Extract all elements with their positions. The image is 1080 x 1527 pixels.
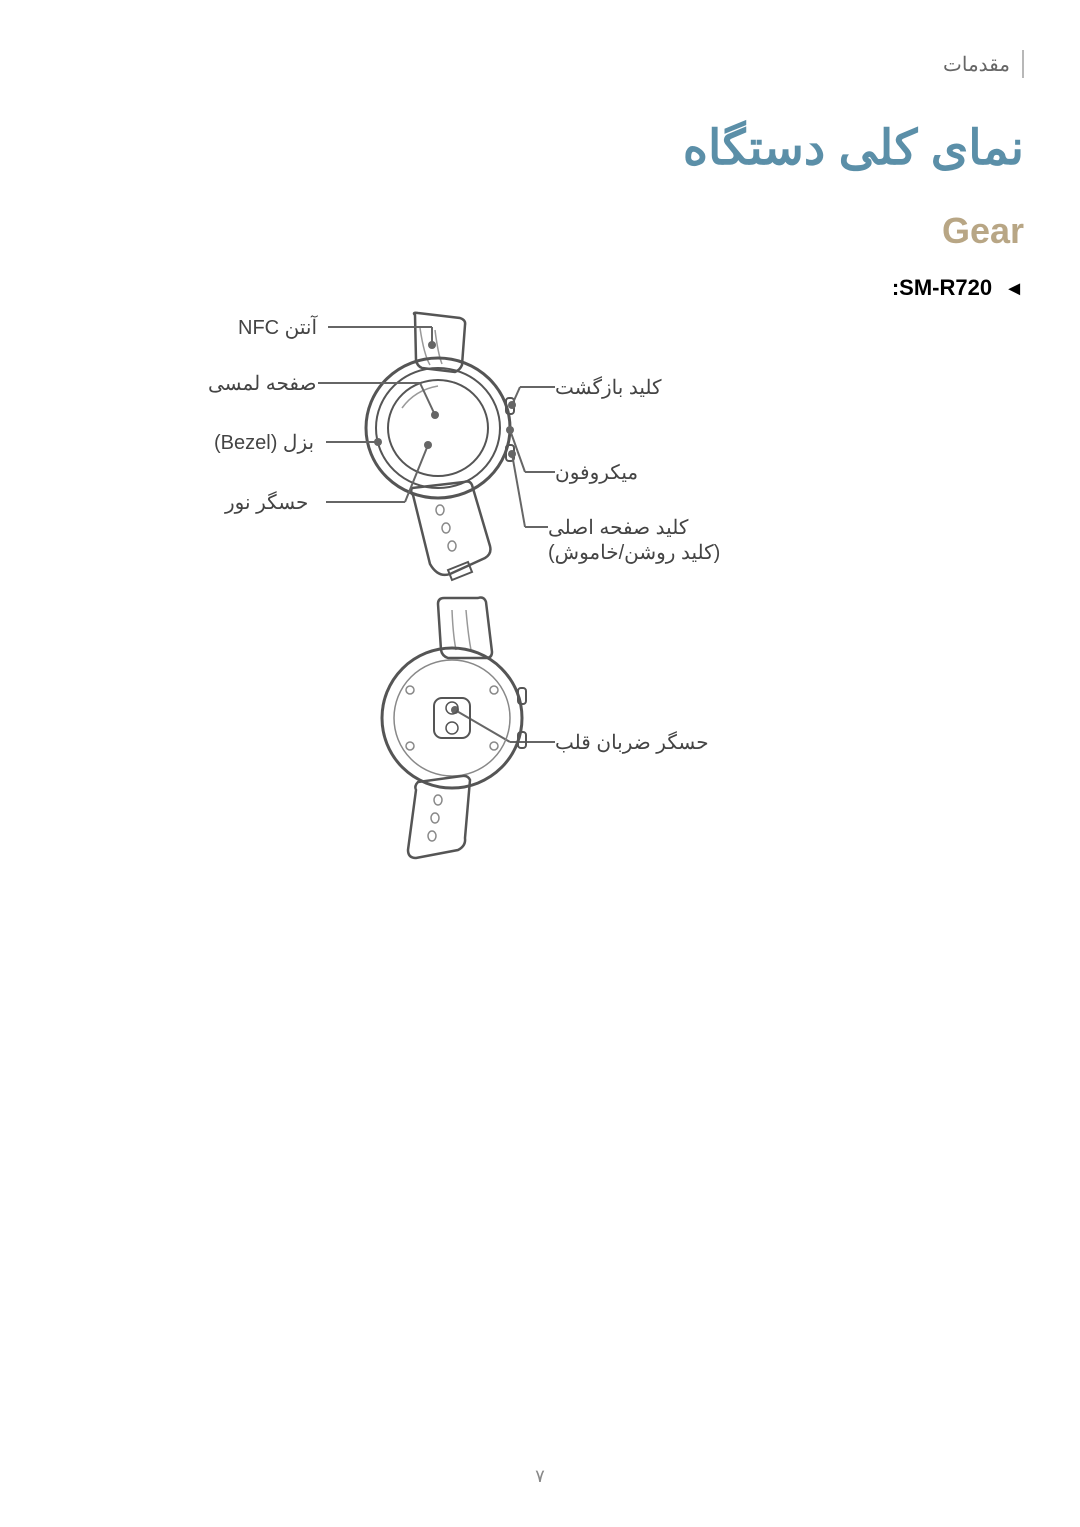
header-section-label: مقدمات — [943, 52, 1010, 77]
watch-back-diagram — [340, 590, 560, 870]
model-line: :SM-R720 ◄ — [892, 275, 1024, 301]
label-home-key: کلید صفحه اصلی — [548, 515, 688, 540]
label-touchscreen: صفحه لمسی — [208, 371, 316, 396]
label-nfc-antenna: آنتن NFC — [238, 315, 317, 340]
label-heart-sensor: حسگر ضربان قلب — [555, 730, 709, 755]
label-power-key: (کلید روشن/خاموش) — [548, 540, 720, 565]
header-divider — [1022, 50, 1024, 78]
label-light-sensor: حسگر نور — [225, 490, 308, 515]
model-arrow-icon: ◄ — [1004, 278, 1024, 300]
main-title: نمای کلی دستگاه — [683, 120, 1024, 176]
page-number: ۷ — [535, 1466, 545, 1487]
diagram-area: آنتن NFC صفحه لمسی بزل (Bezel) حسگر نور … — [0, 310, 1080, 910]
sub-title: Gear — [942, 210, 1024, 252]
model-number: SM-R720 — [899, 275, 992, 300]
label-microphone: میکروفون — [555, 460, 638, 485]
label-back-key: کلید بازگشت — [555, 375, 662, 400]
label-bezel: بزل (Bezel) — [214, 430, 314, 455]
